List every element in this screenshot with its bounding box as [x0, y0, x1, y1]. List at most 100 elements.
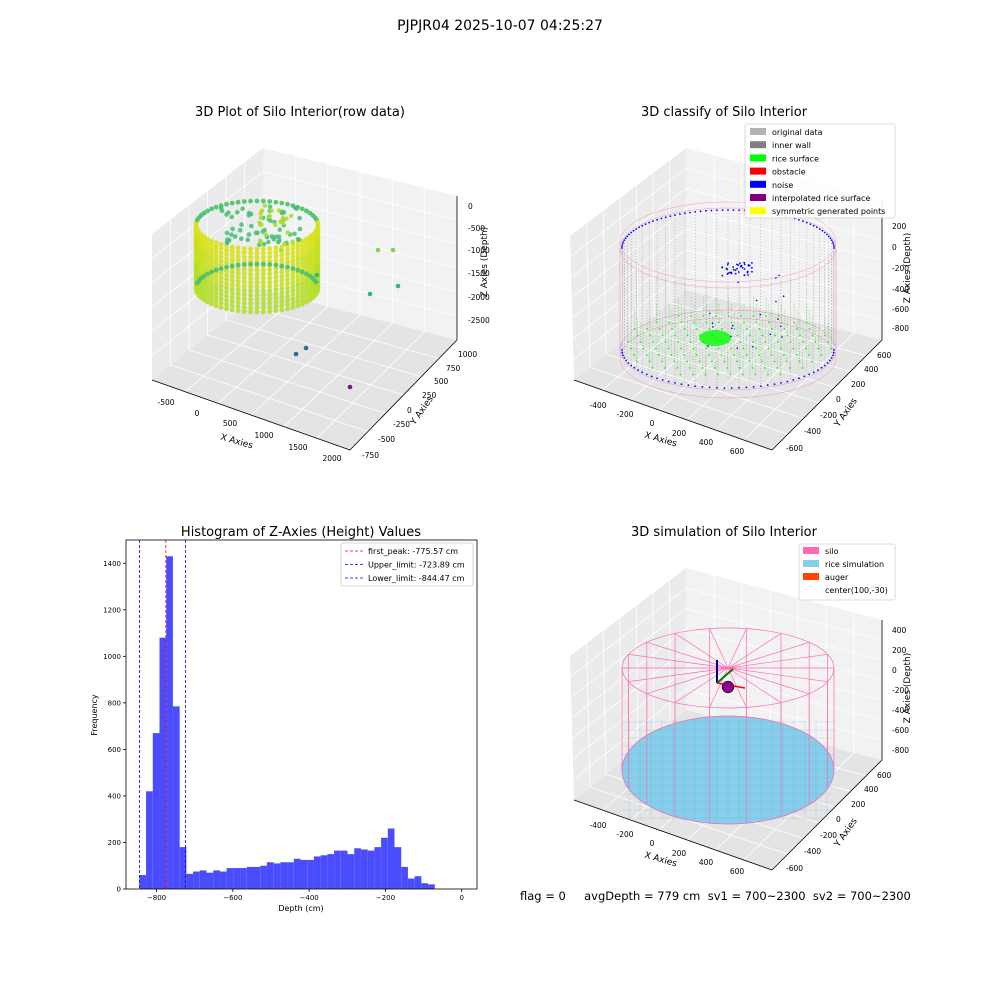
raw-point	[230, 201, 235, 206]
raw-point	[242, 297, 247, 302]
rice-surface-point	[746, 328, 748, 330]
raw-point	[230, 303, 235, 308]
raw-point	[300, 277, 305, 282]
raw-point	[279, 287, 284, 292]
noise-point	[816, 226, 818, 228]
rice-surface-point	[730, 348, 732, 350]
x-tick-label: 200	[672, 849, 687, 858]
rice-surface-point	[771, 328, 773, 330]
raw-point	[261, 310, 266, 315]
histogram-bar	[193, 872, 200, 889]
histogram-bar	[401, 867, 408, 889]
raw-point	[224, 294, 229, 299]
raw-point	[274, 254, 279, 259]
rice-surface-point	[777, 341, 779, 343]
raw-point	[284, 217, 288, 221]
y-tick-label: 0	[117, 886, 121, 894]
rice-surface-point	[706, 322, 708, 324]
raw-point	[230, 245, 235, 250]
noise-point	[637, 369, 639, 371]
legend-swatch	[750, 128, 766, 135]
legend-swatch	[803, 547, 819, 554]
rice-surface-point	[680, 348, 682, 350]
raw-point	[285, 256, 290, 261]
raw-point	[263, 203, 267, 207]
z-tick-label: 200	[892, 222, 907, 231]
rice-surface-point	[637, 335, 639, 337]
rice-surface-point	[665, 341, 667, 343]
outlier-point	[348, 385, 353, 390]
raw-point	[267, 297, 272, 302]
raw-point	[194, 258, 199, 263]
rice-surface-point	[711, 361, 713, 363]
noise-point	[626, 235, 628, 237]
histogram-bar	[287, 862, 294, 889]
noise-point	[786, 381, 788, 383]
rice-surface-point	[686, 361, 688, 363]
raw-point	[214, 205, 219, 210]
raw-point	[224, 252, 229, 257]
raw-point	[292, 231, 297, 236]
rice-surface-point	[737, 335, 739, 337]
y-tick-label: 500	[434, 377, 449, 386]
y-tick-label: -750	[362, 451, 379, 460]
rice-surface-point	[796, 328, 798, 330]
raw-point	[315, 237, 320, 242]
raw-point	[214, 303, 219, 308]
histogram-bar	[408, 879, 415, 889]
raw-point	[273, 223, 277, 227]
noise-point	[747, 274, 749, 276]
rice-surface-point	[714, 367, 716, 369]
x-tick-label: 400	[699, 858, 714, 867]
noise-point	[833, 245, 835, 247]
rice-surface-point	[649, 335, 651, 337]
noise-point	[668, 381, 670, 383]
histogram-bar	[388, 829, 395, 889]
histogram-bar	[368, 851, 375, 889]
classify-plot-title: 3D classify of Silo Interior	[641, 105, 808, 120]
raw-point	[276, 240, 281, 245]
rice-surface-point	[696, 354, 698, 356]
histogram-bar	[173, 706, 180, 889]
raw-point	[209, 289, 214, 294]
noise-point	[638, 226, 640, 228]
raw-point	[194, 245, 199, 250]
raw-point	[274, 258, 279, 263]
raw-point	[230, 227, 235, 232]
histogram-bar	[374, 847, 381, 889]
raw-point	[267, 301, 272, 306]
rice-surface-point	[761, 361, 763, 363]
raw-point	[236, 275, 241, 280]
raw-point	[194, 266, 199, 271]
raw-point	[279, 291, 284, 296]
raw-point	[236, 263, 241, 268]
legend-swatch	[803, 560, 819, 567]
raw-point	[219, 284, 224, 289]
x-tick-label: −800	[147, 894, 166, 902]
raw-point	[267, 250, 272, 255]
noise-point	[621, 245, 623, 247]
raw-point	[219, 301, 224, 306]
outlier-point	[304, 346, 309, 351]
noise-point	[628, 234, 630, 236]
rice-surface-point	[821, 354, 823, 356]
x-tick-label: −400	[300, 894, 319, 902]
rice-surface-point	[780, 348, 782, 350]
noise-point	[828, 235, 830, 237]
raw-point	[209, 260, 214, 265]
noise-point	[731, 327, 733, 329]
rice-surface-point	[630, 348, 632, 350]
noise-point	[716, 387, 718, 389]
noise-point	[738, 209, 740, 211]
raw-point	[255, 251, 260, 256]
histogram-bar	[301, 860, 308, 889]
raw-point	[274, 275, 279, 280]
raw-point	[291, 280, 296, 285]
noise-point	[669, 215, 671, 217]
y-tick-label: 200	[851, 380, 866, 389]
histogram-bar	[260, 866, 267, 889]
raw-point	[255, 276, 260, 281]
y-tick-label: 600	[877, 351, 892, 360]
raw-point	[247, 232, 252, 237]
raw-point	[214, 295, 219, 300]
